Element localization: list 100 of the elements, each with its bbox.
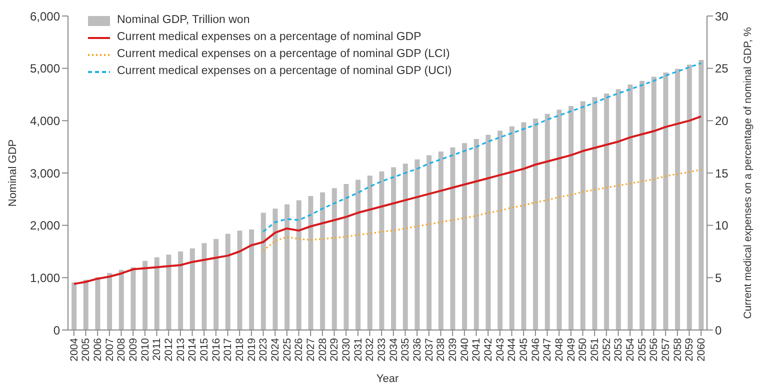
bar (379, 171, 384, 330)
bar (616, 89, 621, 330)
bar (225, 234, 230, 330)
x-tick-label: 2047 (542, 338, 554, 362)
x-tick-label: 2054 (624, 338, 637, 362)
x-tick-label: 2006 (92, 338, 104, 362)
bar (462, 143, 468, 330)
bar (498, 130, 503, 330)
y-tick-label: 0 (53, 323, 60, 338)
x-tick-label: 2035 (400, 338, 412, 362)
bar (308, 196, 314, 330)
x-tick-label: 2036 (412, 338, 424, 362)
y-tick-label: 3,000 (30, 166, 60, 180)
x-tick-label: 2045 (518, 338, 530, 362)
bar (698, 60, 704, 330)
x-tick-label: 2050 (577, 338, 590, 362)
x-tick-label: 2051 (589, 338, 602, 362)
x-tick-label: 2041 (470, 338, 483, 362)
bar (521, 122, 526, 330)
y-tick-label: 6,000 (30, 9, 60, 24)
bar (249, 230, 254, 330)
x-tick-label: 2039 (447, 338, 460, 362)
bar (568, 106, 574, 330)
x-tick-label: 2053 (612, 338, 625, 362)
line-series (262, 169, 702, 252)
x-tick-label: 2029 (328, 338, 341, 362)
x-tick-label: 2005 (80, 338, 92, 362)
y2-tick-label: 25 (715, 62, 729, 76)
x-tick-label: 2023 (258, 338, 270, 362)
x-tick-label: 2031 (352, 338, 364, 362)
x-tick-label: 2056 (648, 338, 660, 362)
x-tick-label: 2060 (696, 338, 708, 362)
bar (237, 230, 242, 330)
bar (533, 118, 538, 330)
bar (509, 126, 514, 330)
x-tick-label: 2052 (600, 338, 613, 362)
y2-tick-label: 15 (715, 166, 729, 180)
bar (332, 188, 337, 330)
x-tick-label: 2059 (684, 338, 696, 362)
bar (107, 272, 112, 330)
x-axis-title: Year (376, 373, 399, 385)
x-tick-label: 2038 (435, 338, 448, 362)
bar (438, 152, 444, 330)
bar (83, 280, 88, 330)
x-tick-label: 2049 (565, 338, 578, 362)
x-tick-label: 2042 (482, 338, 495, 362)
y2-tick-label: 10 (715, 218, 729, 233)
x-tick-label: 2010 (139, 338, 152, 362)
x-tick-label: 2013 (174, 338, 187, 362)
y-tick-label: 4,000 (30, 114, 60, 128)
x-tick-label: 2025 (281, 338, 294, 362)
x-tick-label: 2057 (660, 338, 672, 362)
x-tick-label: 2043 (494, 338, 506, 362)
bar (296, 200, 302, 330)
x-tick-label: 2027 (305, 338, 318, 362)
bar (580, 101, 586, 330)
bar (486, 134, 491, 330)
x-tick-label: 2004 (68, 338, 80, 362)
y2-tick-label: 20 (715, 114, 729, 128)
bar (474, 138, 479, 330)
legend-label: Current medical expenses on a percentage of nominal GDP (UCI) (117, 64, 452, 79)
x-tick-label: 2040 (458, 338, 471, 362)
bar (284, 204, 290, 330)
bar (154, 257, 160, 330)
bar (72, 282, 77, 330)
x-tick-label: 2030 (340, 338, 353, 362)
y2-tick-label: 0 (715, 323, 722, 338)
x-tick-label: 2019 (246, 338, 258, 362)
x-tick-label: 2018 (234, 338, 246, 362)
bar (628, 84, 633, 330)
x-tick-label: 2014 (186, 338, 199, 362)
legend-label: Current medical expenses on a percentage of nominal GDP (LCI) (117, 47, 450, 62)
bar (426, 155, 432, 330)
bar (178, 252, 184, 330)
bar (651, 76, 656, 330)
bar (272, 208, 278, 330)
bar (130, 267, 136, 330)
bar (118, 270, 124, 330)
x-tick-label: 2008 (116, 338, 128, 362)
bar (356, 180, 361, 330)
bar (402, 164, 408, 330)
bar (142, 260, 148, 330)
y-tick-label: 1,000 (30, 270, 60, 285)
x-tick-label: 2032 (364, 338, 376, 362)
x-tick-label: 2012 (163, 338, 176, 362)
x-tick-label: 2024 (270, 338, 282, 362)
x-tick-label: 2048 (554, 338, 566, 362)
bar (95, 277, 100, 330)
x-tick-label: 2033 (376, 338, 388, 362)
x-tick-label: 2046 (530, 338, 542, 362)
bar (450, 147, 456, 330)
bar (391, 167, 396, 330)
x-tick-label: 2055 (636, 338, 648, 362)
bar (202, 243, 207, 330)
bar (214, 238, 219, 330)
x-tick-label: 2011 (151, 338, 164, 361)
x-tick-label: 2007 (104, 338, 116, 362)
bar (604, 93, 610, 330)
x-tick-label: 2026 (293, 338, 306, 362)
bar (367, 176, 372, 330)
